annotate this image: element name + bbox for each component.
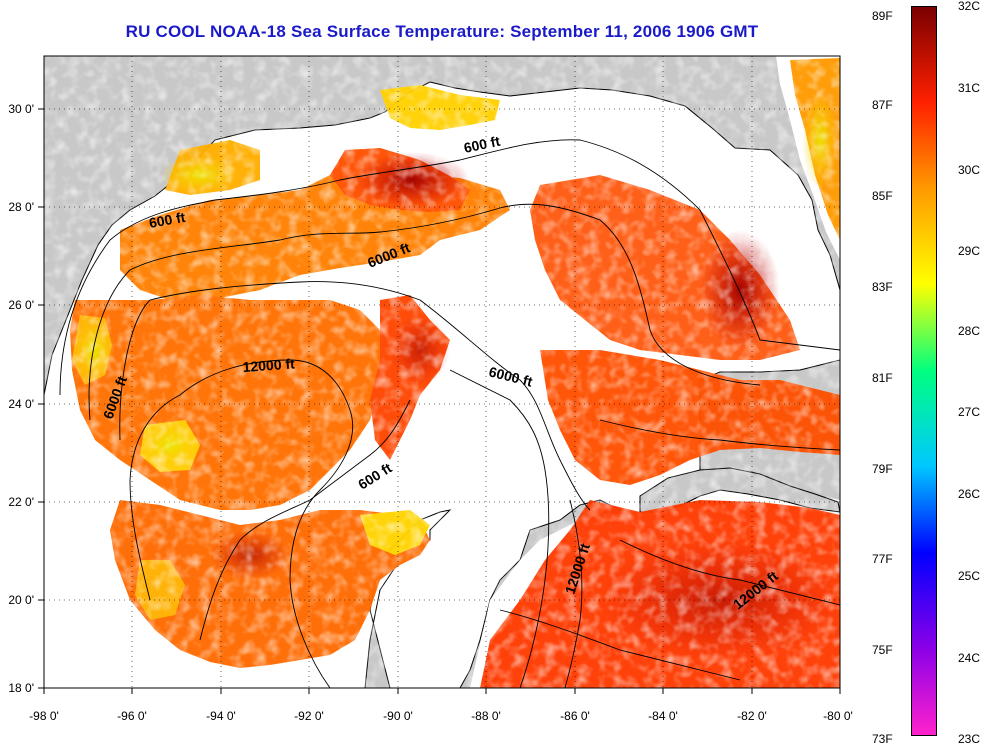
contour-label: 600 ft bbox=[462, 133, 501, 156]
lon-tick-label: -98 0' bbox=[29, 709, 59, 723]
colorbar-f-label: 75F bbox=[872, 643, 893, 657]
tick-marks bbox=[38, 108, 841, 694]
colorbar-c-label: 32C bbox=[958, 0, 981, 13]
colorbar-f-label: 87F bbox=[872, 98, 893, 112]
colorbar-c-label: 30C bbox=[958, 163, 981, 177]
lat-tick-label: 18 0' bbox=[8, 681, 34, 695]
colorbar-f-label: 81F bbox=[872, 371, 893, 385]
bathymetry-contours bbox=[59, 139, 840, 688]
lon-axis: -98 0' -96 0' -94 0' -92 0' -90 0' -88 0… bbox=[29, 709, 853, 723]
colorbar-c-label: 24C bbox=[958, 651, 981, 665]
colorbar-c-label: 26C bbox=[958, 487, 981, 501]
colorbar-c-label: 25C bbox=[958, 569, 981, 583]
colorbar-c-label: 23C bbox=[958, 732, 981, 746]
lat-tick-label: 26 0' bbox=[8, 298, 34, 312]
colorbar-f-label: 77F bbox=[872, 552, 893, 566]
contour-label: 600 ft bbox=[148, 209, 187, 231]
colorbar-c-label: 27C bbox=[958, 405, 981, 419]
map-frame bbox=[43, 55, 841, 689]
lat-tick-label: 30 0' bbox=[8, 102, 34, 116]
colorbar-c-label: 29C bbox=[958, 244, 981, 258]
colorbar-c-label: 28C bbox=[958, 324, 981, 338]
contour-label: 12000 ft bbox=[242, 355, 295, 375]
lon-tick-label: -90 0' bbox=[383, 709, 413, 723]
lon-tick-label: -92 0' bbox=[294, 709, 324, 723]
lat-tick-label: 20 0' bbox=[8, 593, 34, 607]
lat-tick-label: 24 0' bbox=[8, 397, 34, 411]
lat-tick-label: 22 0' bbox=[8, 495, 34, 509]
lon-tick-label: -94 0' bbox=[206, 709, 236, 723]
colorbar-f-label: 73F bbox=[872, 732, 893, 746]
lon-tick-label: -86 0' bbox=[560, 709, 590, 723]
lon-tick-label: -88 0' bbox=[471, 709, 501, 723]
colorbar-f-label: 89F bbox=[872, 9, 893, 23]
lon-tick-label: -82 0' bbox=[737, 709, 767, 723]
lat-axis: 30 0' 28 0' 26 0' 24 0' 22 0' 20 0' 18 0… bbox=[8, 102, 34, 695]
lon-tick-label: -80 0' bbox=[823, 709, 853, 723]
lon-tick-label: -96 0' bbox=[117, 709, 147, 723]
colorbar-f-label: 85F bbox=[872, 189, 893, 203]
graticule bbox=[44, 56, 840, 688]
colorbar-f-label: 83F bbox=[872, 280, 893, 294]
lon-tick-label: -84 0' bbox=[648, 709, 678, 723]
lat-tick-label: 28 0' bbox=[8, 200, 34, 214]
colorbar-c-label: 31C bbox=[958, 81, 981, 95]
map-title: RU COOL NOAA-18 Sea Surface Temperature:… bbox=[125, 22, 759, 41]
colorbar bbox=[911, 6, 937, 736]
colorbar-f-label: 79F bbox=[872, 462, 893, 476]
